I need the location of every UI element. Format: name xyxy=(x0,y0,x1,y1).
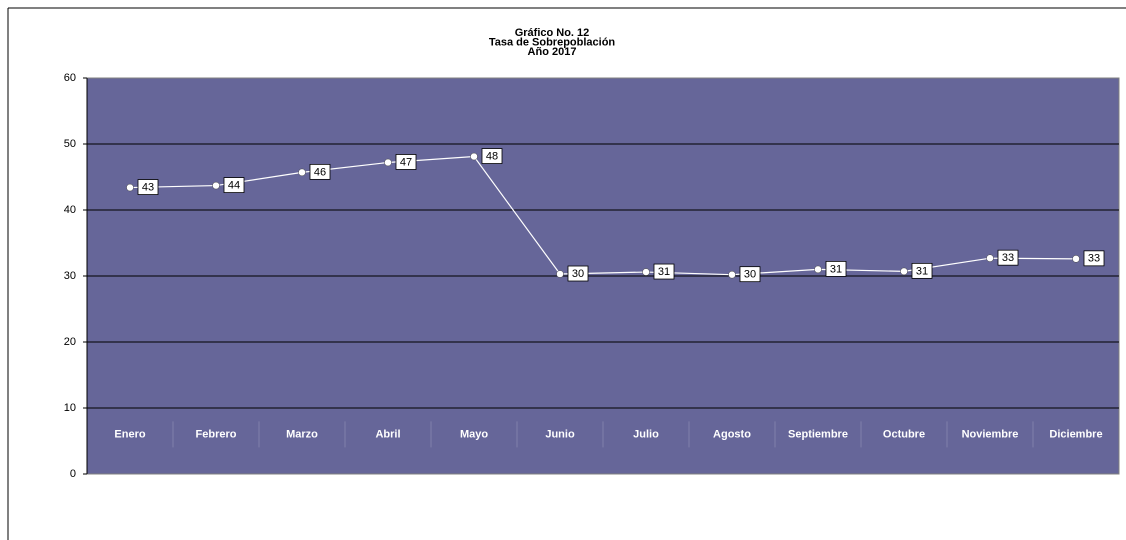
value-label: 30 xyxy=(744,269,756,281)
value-label: 31 xyxy=(830,263,842,275)
value-label-box xyxy=(653,263,675,280)
point xyxy=(1072,255,1080,263)
point xyxy=(556,270,564,278)
value-label-box xyxy=(1083,250,1105,267)
value-label-box xyxy=(137,179,159,195)
x-tick-label: Abril xyxy=(375,428,400,440)
point xyxy=(212,181,220,190)
x-tick-label: Febrero xyxy=(196,428,237,440)
value-label-box xyxy=(997,249,1019,266)
value-label-box xyxy=(739,266,761,283)
chart-title: Gráfico No. 12 xyxy=(515,27,590,39)
value-label-box xyxy=(395,154,417,170)
value-label: 31 xyxy=(658,266,670,278)
chart-title: Año 2017 xyxy=(528,46,577,58)
value-label-box xyxy=(567,265,589,282)
x-tick-label: Marzo xyxy=(286,428,318,440)
x-tick-label: Enero xyxy=(114,428,145,440)
value-label: 47 xyxy=(400,156,412,168)
point xyxy=(900,267,908,276)
x-tick-label: Junio xyxy=(545,428,575,440)
value-label-box xyxy=(825,260,847,277)
value-label: 43 xyxy=(142,181,154,193)
y-tick-label: 40 xyxy=(64,204,76,216)
x-tick-label: Octubre xyxy=(883,428,925,440)
point xyxy=(384,158,392,167)
value-label: 33 xyxy=(1002,252,1014,264)
value-label-box xyxy=(309,163,331,180)
y-tick-label: 60 xyxy=(64,72,76,84)
value-label-box xyxy=(481,148,503,164)
value-label: 46 xyxy=(314,166,326,178)
y-tick-label: 10 xyxy=(64,402,76,414)
point xyxy=(126,183,134,192)
point xyxy=(728,270,736,279)
y-tick-label: 50 xyxy=(64,138,76,150)
x-tick-label: Noviembre xyxy=(962,428,1019,440)
value-label-box xyxy=(223,177,245,193)
value-label-box xyxy=(911,262,933,279)
x-tick-label: Mayo xyxy=(460,428,488,440)
value-label: 44 xyxy=(228,179,240,191)
y-tick-label: 0 xyxy=(70,468,76,480)
value-label: 48 xyxy=(486,150,498,162)
point xyxy=(814,265,822,274)
value-label: 31 xyxy=(916,265,928,277)
y-tick-label: 30 xyxy=(64,270,76,282)
x-tick-label: Septiembre xyxy=(788,428,848,440)
x-tick-label: Julio xyxy=(633,428,659,440)
y-tick-label: 20 xyxy=(64,336,76,348)
x-tick-label: Diciembre xyxy=(1049,428,1102,440)
point xyxy=(642,268,650,276)
value-label: 30 xyxy=(572,268,584,280)
point xyxy=(470,152,478,161)
chart-title: Tasa de Sobrepoblación xyxy=(489,36,616,48)
point xyxy=(298,168,306,177)
x-tick-label: Agosto xyxy=(713,428,751,440)
point xyxy=(986,254,994,262)
value-label: 33 xyxy=(1088,253,1100,265)
